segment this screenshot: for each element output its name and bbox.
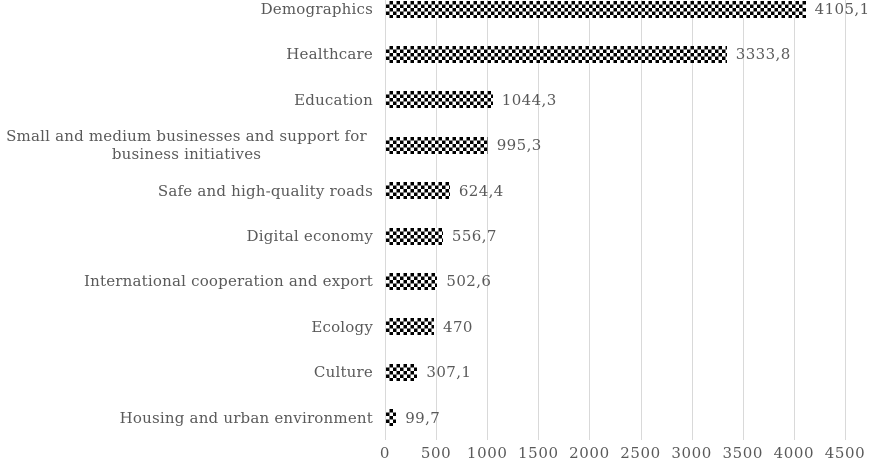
x-tick-label: 500 [420, 444, 452, 462]
category-label-cell: Demographics [0, 0, 373, 18]
gridline [538, 0, 540, 440]
category-label: Education [294, 90, 373, 109]
chart-row: Small and medium businesses and support … [0, 123, 869, 168]
value-label: 995,3 [496, 136, 542, 155]
x-tick-label: 4500 [824, 444, 866, 462]
category-label: Safe and high-quality roads [157, 181, 373, 200]
category-label-cell: International cooperation and export [0, 272, 373, 290]
value-label: 502,6 [446, 272, 492, 291]
bar [386, 272, 438, 290]
value-label: 4105,1 [814, 0, 869, 19]
bar [386, 363, 418, 381]
category-label: Ecology [311, 317, 373, 336]
category-label: Housing and urban environment [119, 408, 373, 427]
bar [386, 318, 435, 336]
category-label-cell: Culture [0, 363, 373, 381]
value-label: 470 [443, 317, 473, 336]
value-label: 307,1 [426, 363, 472, 382]
x-tick-label: 2000 [569, 444, 610, 462]
chart-row: Education 1044,3 [0, 77, 869, 122]
category-label-cell: Small and medium businesses and support … [0, 127, 373, 163]
chart-row: Healthcare 3333,8 [0, 32, 869, 77]
chart-row: Safe and high-quality roads 624,4 [0, 168, 869, 213]
value-label: 3333,8 [735, 45, 791, 64]
category-label-cell: Education [0, 91, 373, 109]
x-tick-label: 0 [379, 444, 391, 462]
x-tick-label: 1500 [518, 444, 559, 462]
category-label-cell: Housing and urban environment [0, 409, 373, 427]
bar [386, 45, 727, 63]
chart-row: Culture 307,1 [0, 350, 869, 395]
category-label: Digital economy [246, 227, 373, 246]
value-label: 556,7 [451, 227, 497, 246]
value-label: 1044,3 [501, 90, 557, 109]
category-label-cell: Healthcare [0, 45, 373, 63]
gridline [640, 0, 642, 440]
chart-row: Digital economy 556,7 [0, 213, 869, 258]
bar [386, 0, 806, 18]
category-label: Small and medium businesses and support … [6, 127, 367, 164]
gridline [845, 0, 846, 440]
chart-row: International cooperation and export 502,… [0, 259, 869, 304]
x-tick-label: 4000 [773, 444, 815, 462]
gridline [385, 0, 386, 440]
category-label-cell: Digital economy [0, 227, 373, 245]
x-tick-label: 1000 [466, 444, 508, 462]
bar [386, 227, 443, 245]
chart-rows: Demographics 4105,1 Healthcare 3333,8 Educat… [0, 0, 869, 440]
chart-row: Housing and urban environment 99,7 [0, 395, 869, 440]
bar [386, 409, 397, 427]
x-tick-label: 3000 [671, 444, 712, 462]
bar [386, 91, 493, 109]
gridline [436, 0, 438, 440]
gridline [487, 0, 489, 440]
chart-row: Demographics 4105,1 [0, 0, 869, 32]
bar [386, 136, 488, 154]
category-label: Demographics [260, 0, 373, 19]
gridline [691, 0, 693, 440]
category-label: Culture [313, 363, 373, 382]
category-label-cell: Ecology [0, 318, 373, 336]
x-tick-label: 3500 [722, 444, 764, 462]
gridline [742, 0, 744, 440]
value-label: 99,7 [405, 408, 441, 427]
gridline [589, 0, 591, 440]
chart-row: Ecology 470 [0, 304, 869, 349]
category-label: Healthcare [286, 45, 373, 64]
x-tick-label: 2500 [620, 444, 661, 462]
value-label: 624,4 [458, 181, 504, 200]
category-label-cell: Safe and high-quality roads [0, 182, 373, 200]
bar [386, 182, 450, 200]
category-label: International cooperation and export [84, 272, 373, 291]
gridline [793, 0, 795, 440]
